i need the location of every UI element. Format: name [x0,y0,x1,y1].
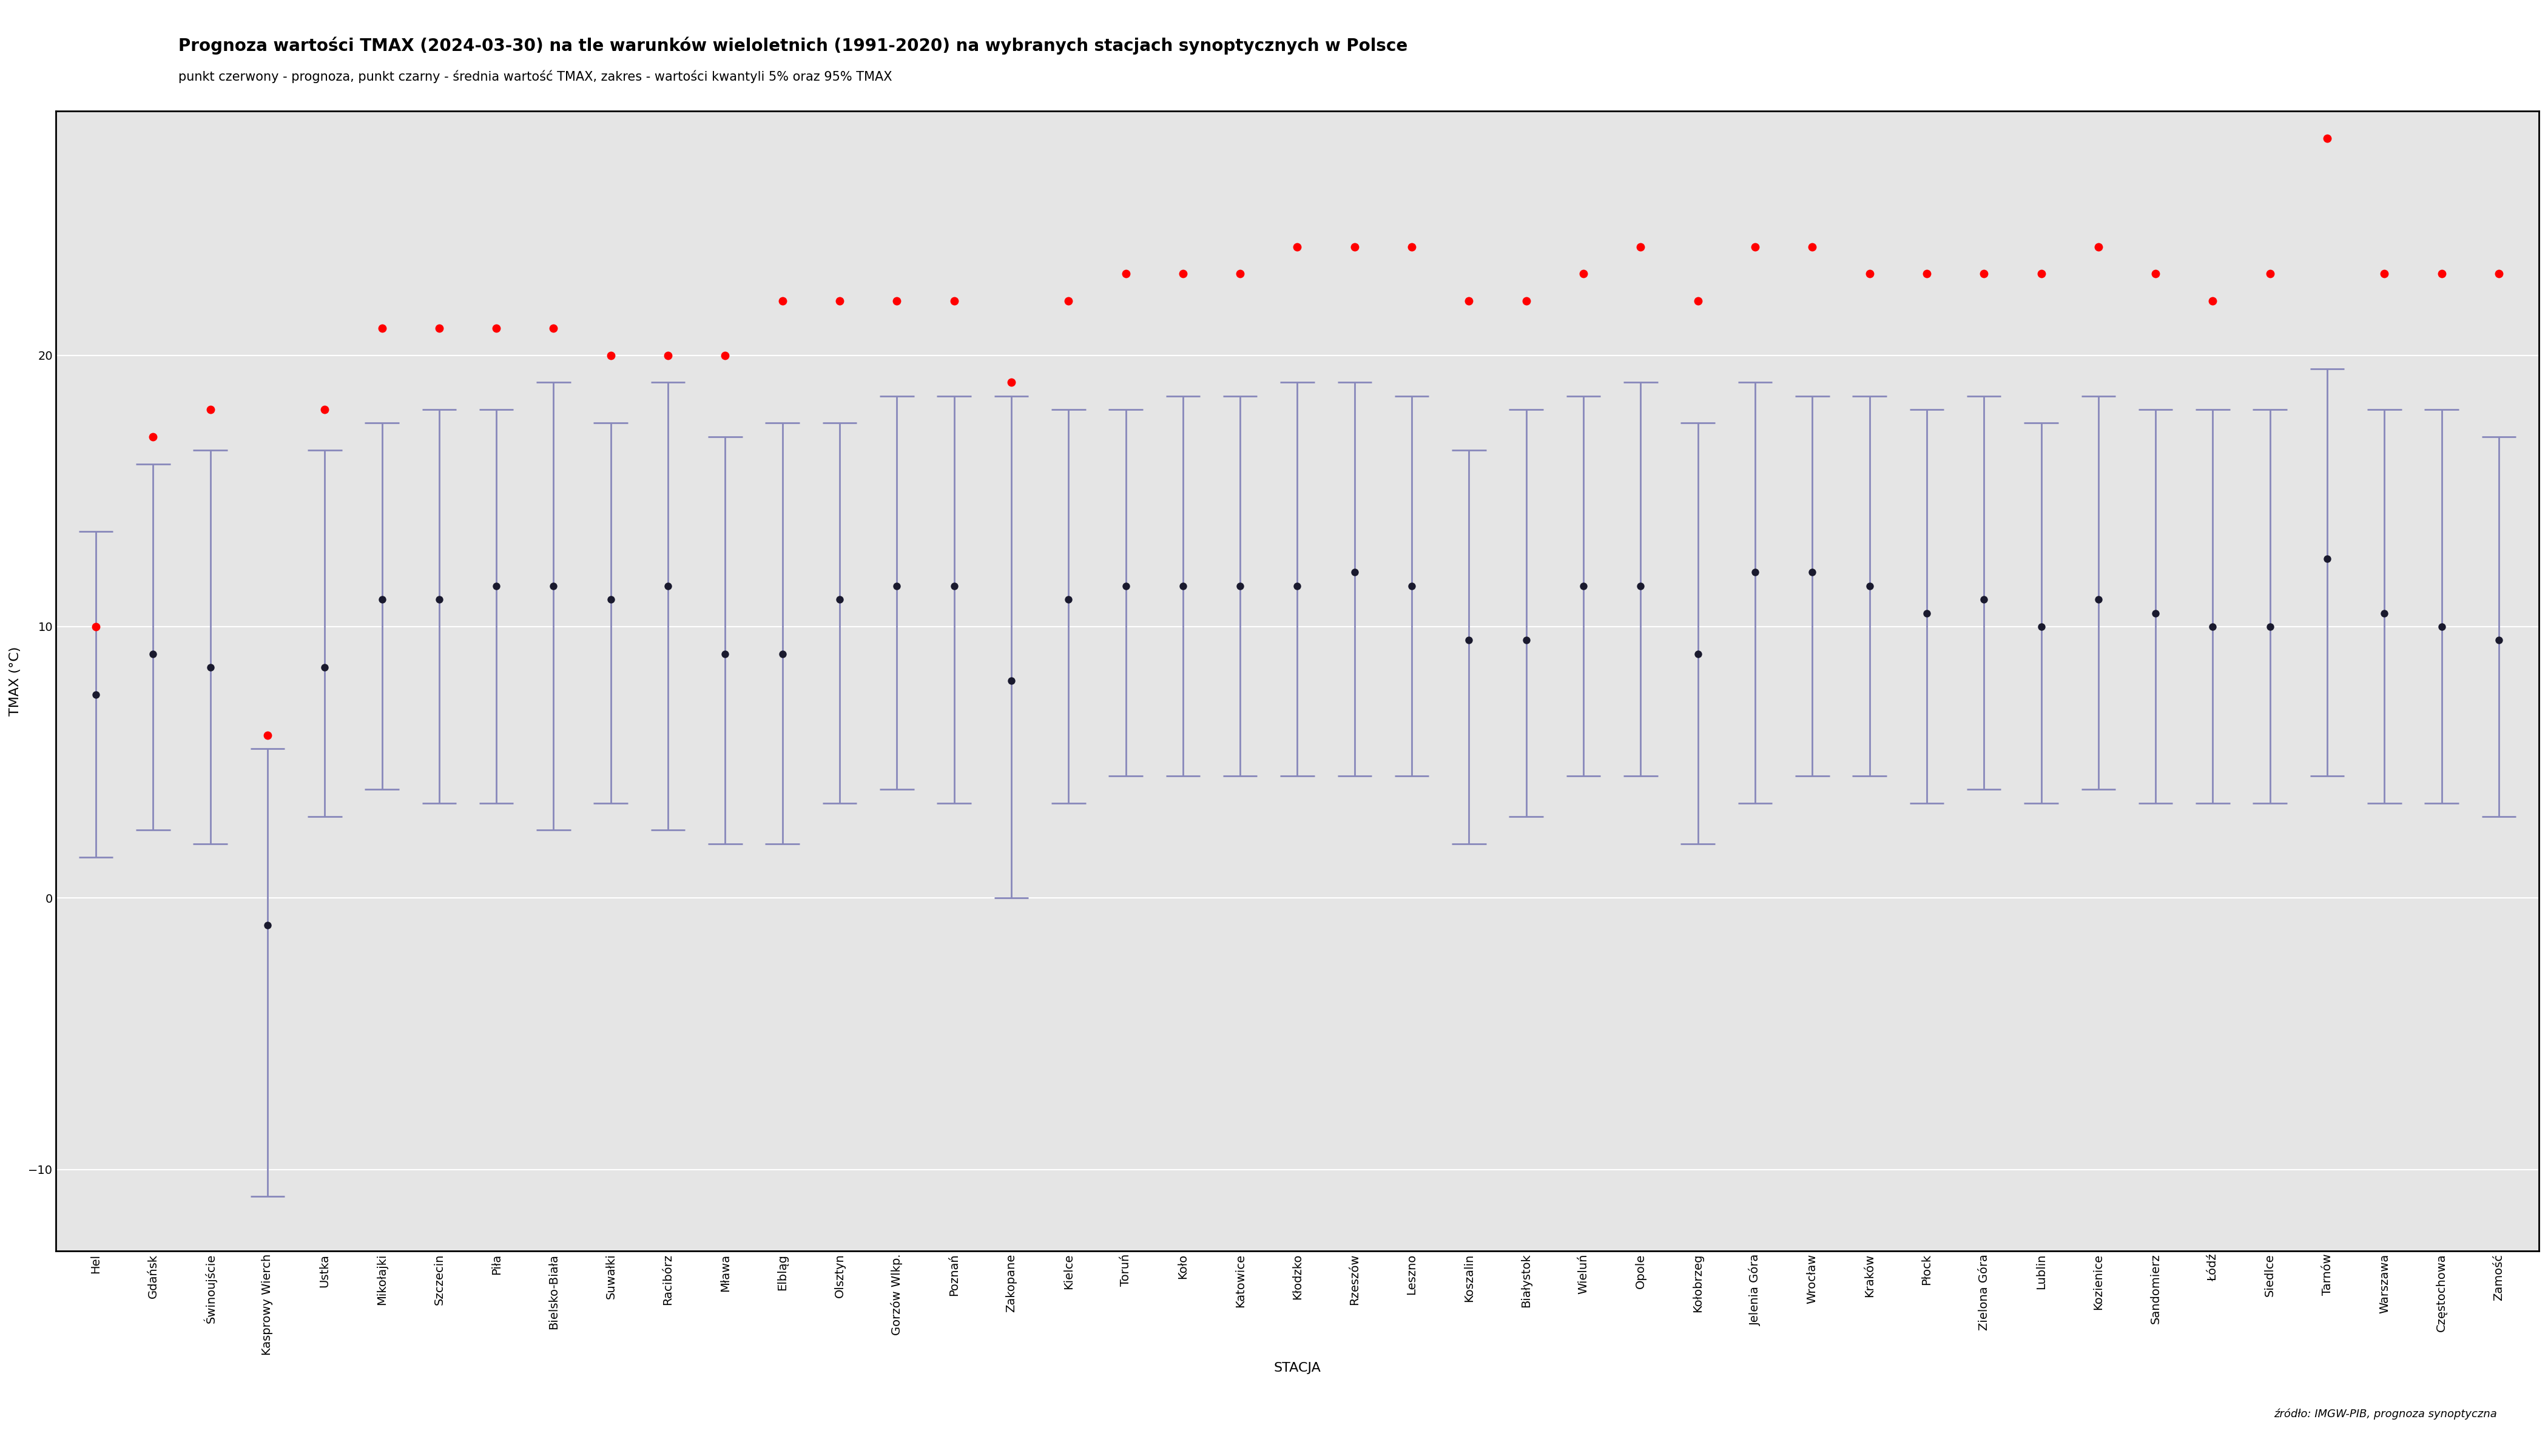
Point [1850,262,1891,285]
Point [2191,614,2232,638]
Point [2021,614,2061,638]
Point [820,290,861,313]
Point [991,371,1032,395]
Point [762,642,803,665]
Point [2250,614,2291,638]
Point [1391,574,1432,597]
Point [820,588,861,612]
Point [591,588,632,612]
Point [2421,262,2461,285]
Point [2135,262,2176,285]
Point [1850,574,1891,597]
Y-axis label: TMAX (°C): TMAX (°C) [10,646,20,715]
Point [2079,234,2120,258]
Point [1906,262,1947,285]
Point [1562,574,1603,597]
Point [2191,290,2232,313]
Point [762,290,803,313]
Point [1450,290,1491,313]
Point [1506,629,1547,652]
Point [706,642,747,665]
Point [132,642,173,665]
Point [1162,574,1203,597]
Point [2421,614,2461,638]
Point [76,614,117,638]
Point [362,316,403,339]
Point [1735,234,1776,258]
Point [2365,262,2405,285]
Point [1106,262,1147,285]
Point [2306,127,2347,150]
Point [1047,290,1088,313]
Point [991,670,1032,693]
Point [247,724,288,747]
Point [1047,588,1088,612]
Point [591,344,632,367]
Point [476,316,517,339]
Point [418,588,459,612]
Point [1277,234,1317,258]
Point [877,574,917,597]
Point [533,316,573,339]
Point [303,655,344,678]
Point [706,344,747,367]
Point [76,683,117,706]
Point [191,655,232,678]
Point [1391,234,1432,258]
Point [647,344,688,367]
Text: źródło: IMGW-PIB, prognoza synoptyczna: źródło: IMGW-PIB, prognoza synoptyczna [2273,1408,2497,1420]
Point [476,574,517,597]
Point [1677,290,1717,313]
Point [132,425,173,448]
X-axis label: STACJA: STACJA [1274,1361,1320,1374]
Point [1906,601,1947,625]
Point [1335,234,1376,258]
Point [2306,547,2347,571]
Point [2250,262,2291,285]
Point [191,397,232,421]
Point [303,397,344,421]
Point [1106,574,1147,597]
Point [933,290,973,313]
Point [1162,262,1203,285]
Point [1506,290,1547,313]
Text: punkt czerwony - prognoza, punkt czarny - średnia wartość TMAX, zakres - wartośc: punkt czerwony - prognoza, punkt czarny … [178,70,892,83]
Point [1677,642,1717,665]
Point [2365,601,2405,625]
Point [2135,601,2176,625]
Point [1450,629,1491,652]
Point [1791,561,1832,584]
Point [533,574,573,597]
Point [362,588,403,612]
Point [2479,629,2520,652]
Point [1791,234,1832,258]
Point [2479,262,2520,285]
Text: Prognoza wartości TMAX (2024-03-30) na tle warunków wieloletnich (1991-2020) na : Prognoza wartości TMAX (2024-03-30) na t… [178,36,1406,54]
Point [418,316,459,339]
Point [1335,561,1376,584]
Point [1621,234,1661,258]
Point [1220,262,1261,285]
Point [1562,262,1603,285]
Point [877,290,917,313]
Point [1220,574,1261,597]
Point [1621,574,1661,597]
Point [2021,262,2061,285]
Point [1965,262,2005,285]
Point [647,574,688,597]
Point [1277,574,1317,597]
Point [247,913,288,936]
Point [933,574,973,597]
Point [2079,588,2120,612]
Point [1965,588,2005,612]
Point [1735,561,1776,584]
